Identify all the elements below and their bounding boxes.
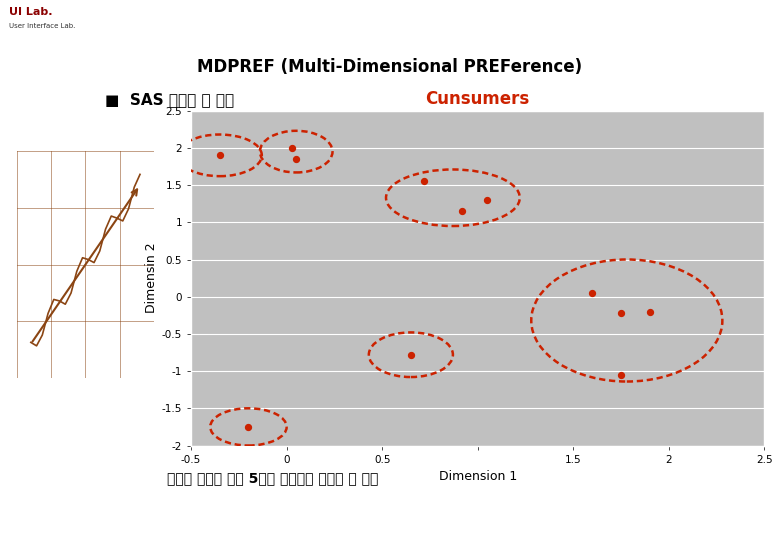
Point <box>456 207 469 215</box>
Point <box>615 309 627 318</box>
Point <box>418 177 431 186</box>
Y-axis label: Dimensin 2: Dimensin 2 <box>144 243 158 313</box>
Point <box>481 195 494 204</box>
Point <box>242 423 254 431</box>
Point <box>214 151 226 160</box>
Text: MDS: MDS <box>722 9 768 26</box>
X-axis label: Dimension 1: Dimension 1 <box>438 470 517 483</box>
Text: 평가자 집단은 크게 5개의 집단으로 나타낼 수 있음: 평가자 집단은 크게 5개의 집단으로 나타낼 수 있음 <box>168 471 378 485</box>
Point <box>286 144 299 152</box>
Text: UI Lab.: UI Lab. <box>9 7 53 17</box>
Point <box>615 370 627 379</box>
Text: User Interface Lab.: User Interface Lab. <box>9 23 76 29</box>
Text: MDPREF (Multi-Dimensional PREFerence): MDPREF (Multi-Dimensional PREFerence) <box>197 58 583 77</box>
Point <box>405 350 417 359</box>
Title: Cunsumers: Cunsumers <box>426 90 530 108</box>
Point <box>586 289 598 298</box>
Point <box>290 155 303 164</box>
Point <box>644 307 656 316</box>
Text: ■  SAS 시각화 및 해석: ■ SAS 시각화 및 해석 <box>105 92 235 107</box>
Text: http://ui.korea.ac.kr: http://ui.korea.ac.kr <box>624 511 764 524</box>
